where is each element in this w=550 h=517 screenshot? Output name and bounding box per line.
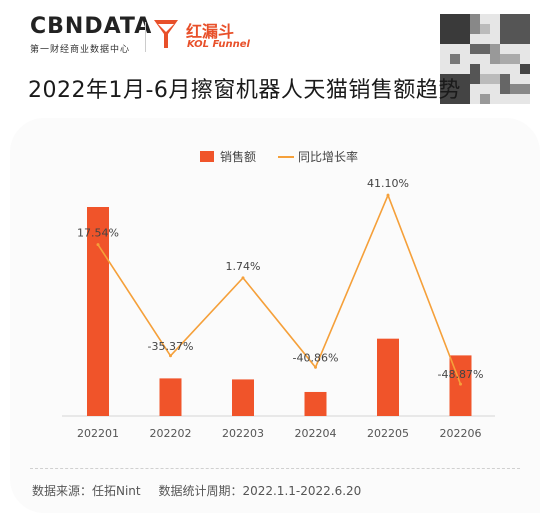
partner-subtitle: KOL Funnel <box>187 39 250 50</box>
bar <box>232 379 254 416</box>
x-tick-label: 202206 <box>440 427 482 440</box>
header-divider <box>145 22 146 52</box>
qr-code-icon <box>440 14 530 104</box>
x-tick-label: 202205 <box>367 427 409 440</box>
legend-label-growth: 同比增长率 <box>298 149 358 164</box>
data-label: 41.10% <box>367 177 409 190</box>
growth-point <box>386 193 390 197</box>
header: CBNDATA 第一财经商业数据中心 红漏斗 KOL Funnel 2022年1… <box>0 0 550 120</box>
x-tick-label: 202201 <box>77 427 119 440</box>
data-label: 17.54% <box>77 227 119 240</box>
growth-line <box>97 193 462 385</box>
page-title: 2022年1月-6月擦窗机器人天猫销售额趋势 <box>28 78 461 103</box>
data-period: 数据统计周期：2022.1.1-2022.6.20 <box>158 484 362 498</box>
x-tick-label: 202202 <box>150 427 192 440</box>
data-source: 数据来源：任拓Nint <box>32 484 141 498</box>
funnel-icon <box>154 20 178 48</box>
legend-swatch-sales <box>200 151 214 162</box>
data-label: -35.37% <box>148 340 194 353</box>
data-label: -48.87% <box>438 368 484 381</box>
footer: 数据来源：任拓Nint 数据统计周期：2022.1.1-2022.6.20 <box>32 482 375 499</box>
data-label: 1.74% <box>226 260 261 273</box>
bar <box>87 207 109 416</box>
bar <box>377 338 399 416</box>
brand-logo: CBNDATA <box>30 14 153 39</box>
x-tick-label: 202204 <box>295 427 337 440</box>
brand-subtitle: 第一财经商业数据中心 <box>30 45 131 55</box>
bar <box>159 378 182 416</box>
growth-point <box>314 365 317 369</box>
growth-point <box>169 354 172 358</box>
partner-name: 红漏斗 <box>186 22 235 41</box>
growth-point <box>96 243 100 247</box>
x-tick-label: 202203 <box>222 427 264 440</box>
data-label: -40.86% <box>293 351 339 364</box>
bar <box>304 391 327 416</box>
growth-point <box>241 276 245 280</box>
legend-label-sales: 销售额 <box>220 149 256 164</box>
footer-divider <box>30 468 520 469</box>
growth-point <box>459 382 462 386</box>
